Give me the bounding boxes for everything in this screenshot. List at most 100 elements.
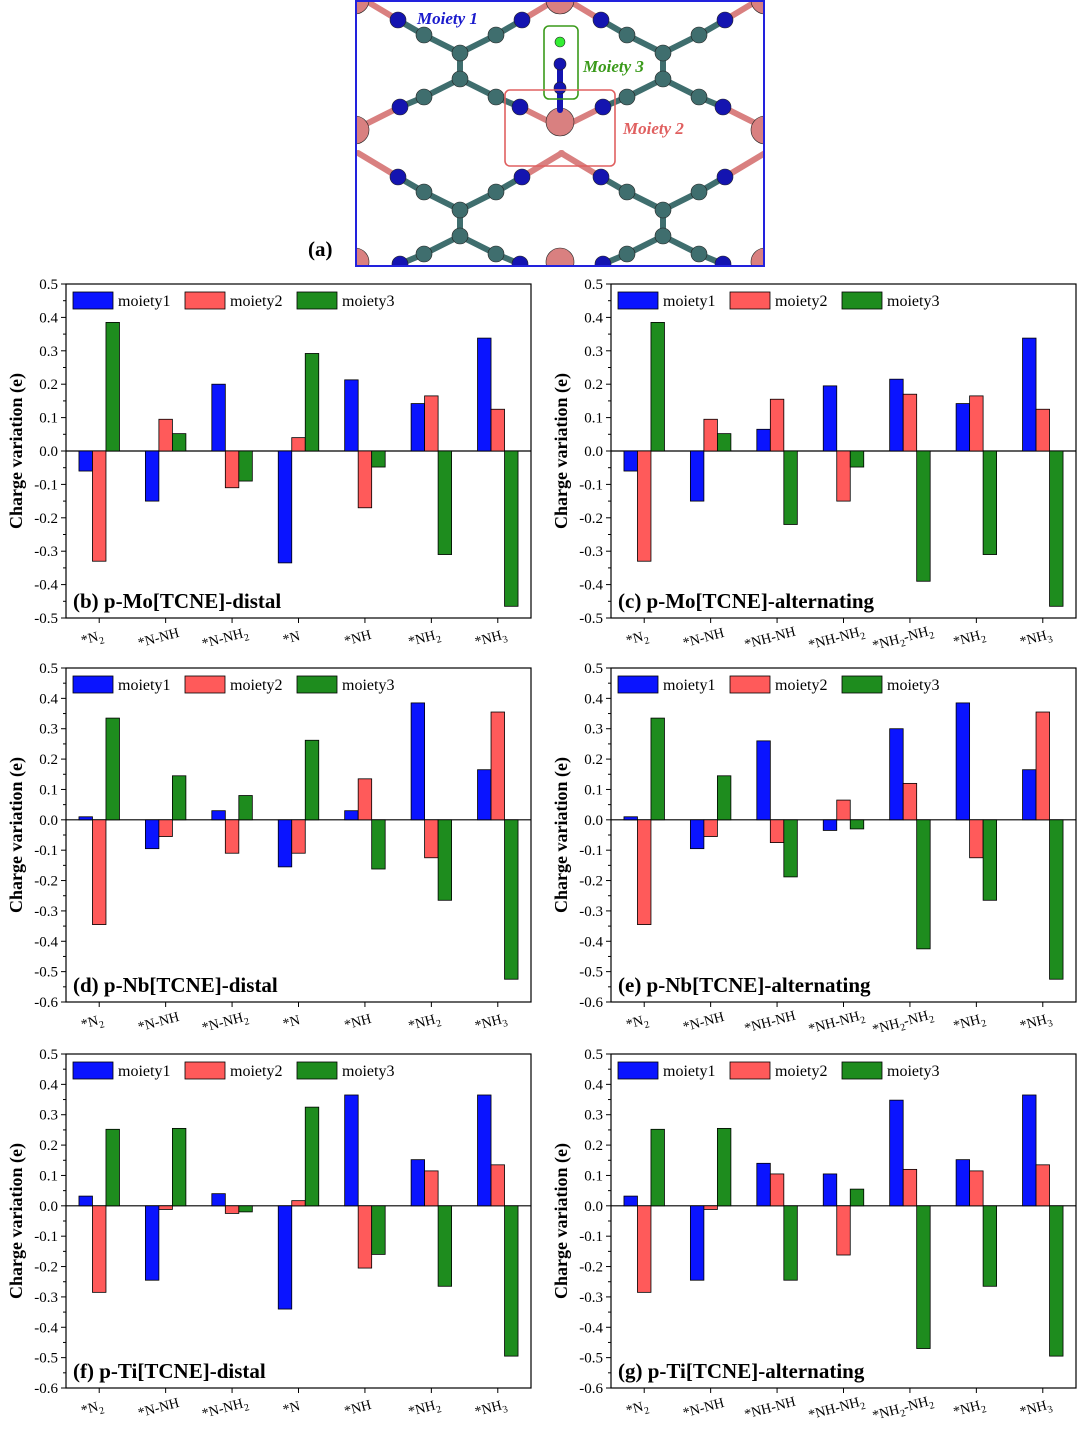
y-tick-label: -0.2 bbox=[34, 511, 58, 527]
nitrogen-atom bbox=[511, 255, 529, 265]
chart-d-nb-distal: -0.6 -0.5 -0.4 -0.3 -0.2 -0.1 0.0 0.1 0.2 0.3 0.4 0… bbox=[6, 661, 532, 1039]
nitrogen-atom bbox=[391, 98, 409, 116]
nitrogen-atom bbox=[513, 168, 531, 186]
bar-moiety3 bbox=[1049, 819, 1064, 980]
legend-label-moiety1: moiety1 bbox=[663, 1063, 715, 1080]
y-tick-label: -0.3 bbox=[34, 904, 58, 920]
bar-moiety2 bbox=[1035, 711, 1050, 821]
legend-label-moiety3: moiety3 bbox=[887, 677, 939, 694]
y-tick-label: 0.1 bbox=[39, 782, 58, 798]
legend-swatch-moiety2 bbox=[184, 1061, 226, 1080]
x-tick-label: *N2​ bbox=[80, 1399, 106, 1422]
y-tick-label: 0.2 bbox=[39, 377, 58, 393]
x-tick-label: *N2​ bbox=[80, 1013, 106, 1036]
x-tick-label: *NH bbox=[343, 628, 373, 650]
legend-swatch-moiety3 bbox=[841, 1061, 883, 1080]
y-axis-label: Charge variation (e) bbox=[6, 373, 27, 529]
x-tick-label: *NH2​-NH2​ bbox=[871, 1007, 936, 1040]
bar-moiety1 bbox=[955, 702, 971, 821]
carbon-atom bbox=[690, 26, 708, 44]
nitrogen-atom bbox=[716, 168, 734, 186]
bar-moiety3 bbox=[437, 1205, 453, 1287]
bar-moiety3 bbox=[437, 819, 453, 901]
bar-moiety2 bbox=[158, 1205, 173, 1210]
y-tick-label: -0.2 bbox=[34, 874, 58, 890]
y-tick-label: 0.3 bbox=[39, 1108, 58, 1124]
y-tick-label: 0.4 bbox=[584, 691, 603, 707]
y-tick-label: -0.3 bbox=[34, 1290, 58, 1306]
x-tick-label: *NH-NH2​ bbox=[807, 1394, 867, 1426]
bar-moiety2 bbox=[92, 450, 107, 562]
bar-moiety2 bbox=[291, 437, 306, 452]
y-tick-label: -0.4 bbox=[34, 1320, 58, 1336]
carbon-atom bbox=[451, 227, 469, 245]
y-tick-label: 0.5 bbox=[39, 277, 58, 293]
x-tick-label: *NH2​ bbox=[952, 1397, 988, 1423]
panel-title: (c) p-Mo[TCNE]-alternating bbox=[618, 589, 875, 613]
chart-c-mo-alternating: -0.5 -0.4 -0.3 -0.2 -0.1 0.0 0.1 0.2 0.3 0.4 0.5 Ch… bbox=[551, 277, 1077, 654]
y-tick-label: -0.2 bbox=[579, 511, 603, 527]
y-tick-label: -0.1 bbox=[34, 1229, 58, 1245]
bar-moiety3 bbox=[238, 450, 253, 482]
bar-moiety2 bbox=[224, 819, 240, 854]
carbon-atom bbox=[618, 26, 636, 44]
bar-moiety2 bbox=[637, 450, 652, 562]
x-tick-label: *N-NH bbox=[137, 1396, 181, 1421]
bar-moiety2 bbox=[224, 450, 240, 489]
carbon-atom bbox=[690, 245, 708, 263]
y-tick-label: 0.2 bbox=[584, 1138, 603, 1154]
bar-moiety1 bbox=[623, 1195, 638, 1207]
y-axis-label: Charge variation (e) bbox=[551, 1143, 572, 1299]
bar-moiety2 bbox=[424, 819, 439, 859]
metal-atom bbox=[545, 247, 575, 265]
bar-moiety2 bbox=[92, 819, 107, 925]
bar-moiety3 bbox=[1049, 1205, 1064, 1357]
legend-swatch-moiety3 bbox=[296, 1061, 338, 1080]
bar-moiety1 bbox=[277, 819, 293, 868]
y-tick-label: 0.1 bbox=[584, 782, 603, 798]
chart-f-ti-distal: -0.6 -0.5 -0.4 -0.3 -0.2 -0.1 0.0 0.1 0.2 0.3 0.4 0… bbox=[6, 1047, 532, 1422]
y-tick-label: -0.2 bbox=[34, 1260, 58, 1276]
bar-moiety3 bbox=[371, 450, 386, 468]
y-tick-label: 0.5 bbox=[39, 1047, 58, 1063]
bar-moiety1 bbox=[822, 385, 838, 452]
bar-moiety1 bbox=[477, 1094, 492, 1207]
x-tick-label: *N2​ bbox=[625, 1013, 651, 1036]
bar-moiety2 bbox=[158, 819, 173, 837]
legend-swatch-moiety2 bbox=[729, 1061, 771, 1080]
bar-moiety2 bbox=[357, 450, 373, 509]
nitrogen-atom bbox=[594, 98, 612, 116]
bar-moiety1 bbox=[889, 1099, 904, 1207]
bar-moiety3 bbox=[304, 1106, 320, 1207]
bar-moiety1 bbox=[955, 1159, 971, 1207]
legend-label-moiety1: moiety1 bbox=[663, 677, 715, 694]
chart-b-mo-distal: -0.5 -0.4 -0.3 -0.2 -0.1 0.0 0.1 0.2 0.3 0.4 0.5 Ch… bbox=[6, 277, 532, 652]
moiety3-label: Moiety 3 bbox=[582, 57, 644, 76]
bar-moiety3 bbox=[504, 1205, 519, 1357]
bar-moiety2 bbox=[357, 1205, 373, 1269]
bar-moiety1 bbox=[78, 450, 93, 472]
legend-label-moiety3: moiety3 bbox=[342, 293, 394, 310]
bar-moiety3 bbox=[650, 717, 665, 821]
y-tick-label: -0.6 bbox=[579, 1381, 603, 1397]
y-tick-label: -0.5 bbox=[34, 611, 58, 627]
legend-swatch-moiety1 bbox=[72, 291, 114, 310]
y-tick-label: -0.5 bbox=[34, 965, 58, 981]
legend-label-moiety2: moiety2 bbox=[775, 677, 827, 694]
bar-moiety2 bbox=[291, 1200, 306, 1207]
bar-moiety1 bbox=[756, 1162, 771, 1207]
y-tick-label: -0.2 bbox=[579, 874, 603, 890]
x-tick-label: *N-NH2​ bbox=[201, 1009, 251, 1039]
bar-moiety3 bbox=[238, 795, 253, 821]
carbon-atom bbox=[690, 183, 708, 201]
nitrogen-atom bbox=[389, 168, 407, 186]
x-tick-label: *NH bbox=[343, 1012, 373, 1034]
x-tick-label: *N bbox=[281, 1013, 301, 1032]
y-tick-label: -0.6 bbox=[34, 1381, 58, 1397]
y-tick-label: 0.1 bbox=[584, 1168, 603, 1184]
x-tick-label: *NH2​ bbox=[407, 1011, 443, 1037]
y-tick-label: 0.1 bbox=[584, 411, 603, 427]
bar-moiety1 bbox=[344, 1094, 359, 1207]
bar-moiety3 bbox=[716, 775, 732, 821]
y-tick-label: -0.1 bbox=[34, 477, 58, 493]
